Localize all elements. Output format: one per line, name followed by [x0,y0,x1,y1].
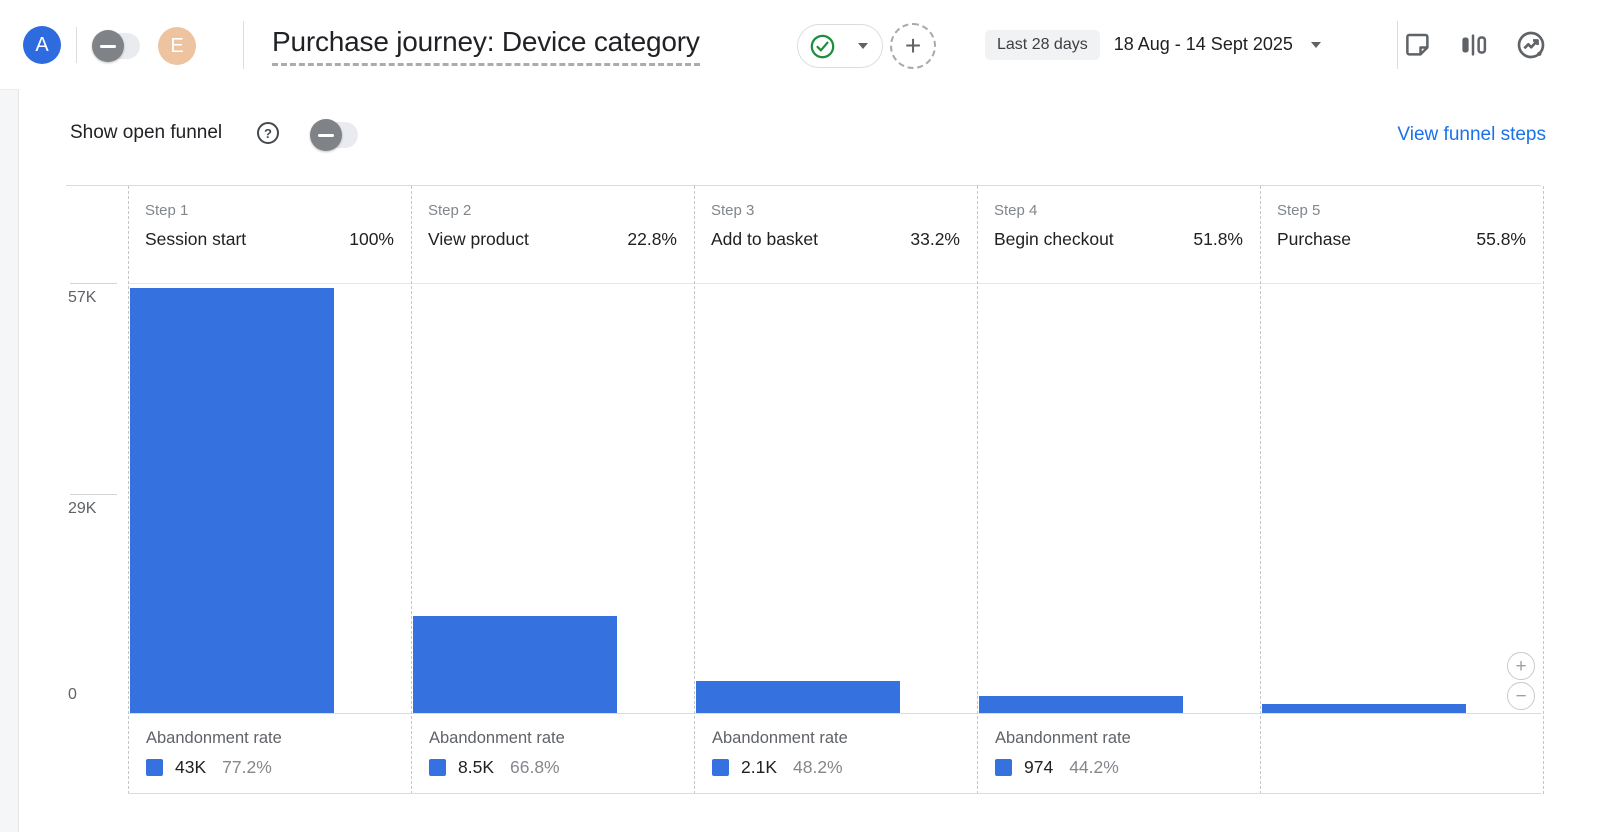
step-name: Session start [145,229,247,249]
show-open-funnel-label: Show open funnel [70,122,223,143]
table-bottom-border [128,793,1541,794]
funnel-chart: 57K 29K 0 Step 1 Session start 100% [66,185,1544,794]
view-funnel-steps-link[interactable]: View funnel steps [1397,124,1546,145]
step-label: Step 5 [1277,202,1321,219]
step-completion-rate: 55.8% [1476,229,1526,249]
legend-swatch-icon [429,759,446,776]
compare-button[interactable] [1456,28,1490,62]
abandonment-label: Abandonment rate [429,729,565,747]
step-label: Step 3 [711,202,755,219]
funnel-bar[interactable] [413,616,617,713]
zoom-in-button[interactable]: + [1507,652,1535,680]
show-open-funnel-toggle[interactable] [310,119,358,151]
compare-bars-icon [1462,34,1487,56]
legend-swatch-icon [146,759,163,776]
funnel-column-step-5: Step 5 Purchase 55.8% [1260,186,1543,794]
funnel-canvas: Show open funnel ? View funnel steps 57K… [19,89,1600,832]
note-icon [1406,33,1429,56]
step-label: Step 4 [994,202,1038,219]
step-name: View product [428,229,529,249]
funnel-column-step-3: Step 3 Add to basket 33.2% Abandonment r… [694,186,977,794]
abandonment-block: Abandonment rate 43K 77.2% [146,729,282,778]
funnel-column-step-2: Step 2 View product 22.8% Abandonment ra… [411,186,694,794]
abandonment-rate: 48.2% [793,757,843,777]
header-divider [76,27,77,63]
funnel-bar[interactable] [1262,704,1466,713]
abandonment-label: Abandonment rate [995,729,1131,747]
x-axis-baseline [128,713,1541,714]
collaborator-avatar-e[interactable]: E [158,27,196,65]
column-divider [1260,186,1261,794]
abandonment-block: Abandonment rate 8.5K 66.8% [429,729,565,778]
y-axis-tick-label: 57K [68,289,97,306]
saved-status-button[interactable] [797,24,883,68]
column-divider [694,186,695,794]
abandonment-label: Abandonment rate [146,729,282,747]
abandonment-value: 2.1K [741,757,777,777]
header-divider [243,21,244,69]
step-completion-rate: 100% [349,229,394,249]
funnel-bar[interactable] [696,681,900,713]
abandonment-block: Abandonment rate 2.1K 48.2% [712,729,848,778]
insights-icon [1517,31,1545,59]
abandonment-rate: 66.8% [510,757,560,777]
date-range-value: 18 Aug - 14 Sept 2025 [1113,34,1293,54]
chevron-down-icon [1310,41,1321,48]
header-divider [1397,21,1398,69]
note-button[interactable] [1401,28,1435,62]
funnel-column-step-1: Step 1 Session start 100% Abandonment ra… [128,186,411,794]
help-icon[interactable]: ? [257,122,279,144]
funnel-column-step-4: Step 4 Begin checkout 51.8% Abandonment … [977,186,1260,794]
step-completion-rate: 51.8% [1193,229,1243,249]
column-divider [128,186,129,794]
insights-button[interactable] [1514,28,1548,62]
date-range-picker[interactable]: Last 28 days 18 Aug - 14 Sept 2025 [985,0,1321,89]
exploration-header: A E Purchase journey: Device category + … [0,0,1600,90]
minus-icon: − [1515,685,1527,707]
legend-swatch-icon [995,759,1012,776]
add-tab-button[interactable]: + [890,23,936,69]
y-axis-tick [70,494,117,495]
step-label: Step 2 [428,202,472,219]
legend-swatch-icon [712,759,729,776]
step-completion-rate: 22.8% [627,229,677,249]
toggle-knob-minus-icon [310,119,342,151]
step-name: Add to basket [711,229,819,249]
abandonment-rate: 77.2% [222,757,272,777]
collaborator-avatar-a[interactable]: A [23,26,61,64]
check-circle-icon [810,34,835,58]
abandonment-value: 8.5K [458,757,494,777]
abandonment-block: Abandonment rate 974 44.2% [995,729,1131,778]
column-divider [1543,186,1544,794]
toggle-knob-minus-icon [92,30,124,62]
funnel-bar[interactable] [130,288,334,713]
step-label: Step 1 [145,202,189,219]
y-axis-tick-label: 0 [68,686,77,703]
chevron-down-icon [858,43,868,49]
header-toggle[interactable] [92,30,140,62]
canvas-left-rail [0,90,19,832]
abandonment-value: 974 [1024,757,1054,777]
max-gridline [128,283,1541,284]
abandonment-label: Abandonment rate [712,729,848,747]
abandonment-value: 43K [175,757,207,777]
funnel-bar[interactable] [979,696,1183,713]
date-range-preset-chip: Last 28 days [985,29,1100,60]
y-axis-tick-label: 29K [68,500,97,517]
zoom-out-button[interactable]: − [1507,682,1535,710]
column-divider [977,186,978,794]
column-divider [411,186,412,794]
step-name: Begin checkout [994,229,1114,249]
plus-icon: + [904,30,922,61]
y-axis-tick [70,283,117,284]
step-completion-rate: 33.2% [910,229,960,249]
exploration-title-input[interactable]: Purchase journey: Device category [272,26,700,66]
step-name: Purchase [1277,229,1351,249]
plus-icon: + [1515,655,1527,677]
abandonment-rate: 44.2% [1069,757,1119,777]
